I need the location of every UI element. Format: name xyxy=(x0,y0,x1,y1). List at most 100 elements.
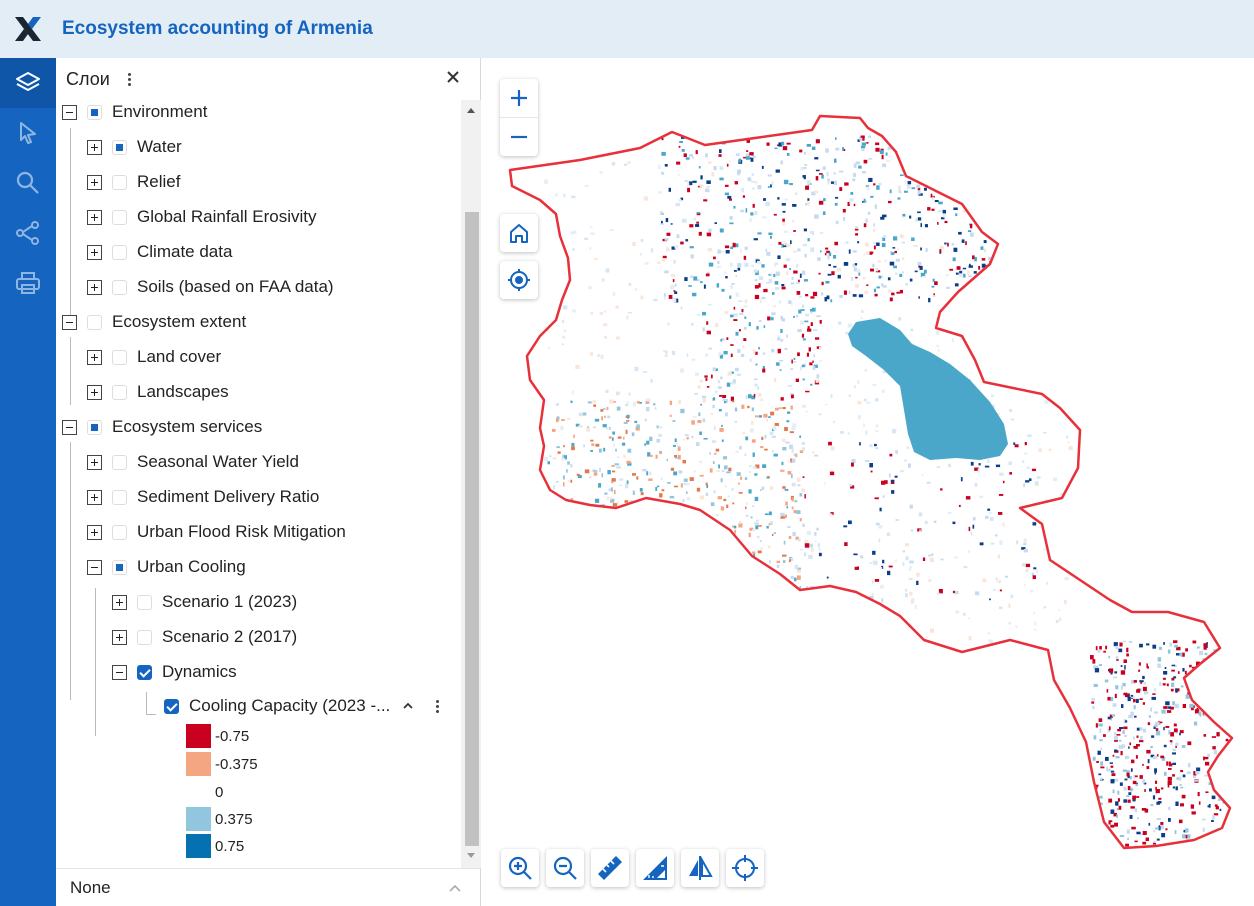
crosshair-button[interactable] xyxy=(726,849,764,887)
lake-sevan xyxy=(848,318,1008,460)
expand-icon[interactable] xyxy=(87,209,102,225)
home-button[interactable] xyxy=(500,214,538,252)
layer-checkbox[interactable] xyxy=(164,698,179,714)
layers-button[interactable] xyxy=(0,58,56,108)
search-button[interactable] xyxy=(0,158,56,208)
select-button[interactable] xyxy=(0,108,56,158)
layer-row-ecosystem-extent[interactable]: Ecosystem extent xyxy=(62,307,246,337)
layer-row-urban-flood-risk-mitigation[interactable]: Urban Flood Risk Mitigation xyxy=(87,517,346,547)
layer-row-seasonal-water-yield[interactable]: Seasonal Water Yield xyxy=(87,447,299,477)
measure-distance-button[interactable] xyxy=(591,849,629,887)
cursor-icon xyxy=(20,122,36,144)
scroll-thumb[interactable] xyxy=(465,212,479,846)
layer-checkbox[interactable] xyxy=(112,524,127,540)
scroll-up-icon[interactable] xyxy=(466,106,476,114)
ruler-icon xyxy=(598,856,622,880)
layer-row-dynamics[interactable]: Dynamics xyxy=(112,657,237,687)
print-button[interactable] xyxy=(0,258,56,308)
panel-footer[interactable]: None xyxy=(56,868,480,906)
layer-row-soils-based-on-faa-data[interactable]: Soils (based on FAA data) xyxy=(87,272,334,302)
panel-title: Слои xyxy=(66,68,110,89)
layer-label: Landscapes xyxy=(137,382,229,401)
layer-row-climate-data[interactable]: Climate data xyxy=(87,237,232,267)
layer-label: Relief xyxy=(137,172,181,191)
layer-checkbox[interactable] xyxy=(87,314,102,330)
layer-row-sediment-delivery-ratio[interactable]: Sediment Delivery Ratio xyxy=(87,482,319,512)
swipe-compare-button[interactable] xyxy=(681,849,719,887)
expand-icon[interactable] xyxy=(87,244,102,260)
layer-checkbox[interactable] xyxy=(137,629,152,645)
expand-icon[interactable] xyxy=(87,489,102,505)
layer-checkbox[interactable] xyxy=(137,594,152,610)
layer-checkbox[interactable] xyxy=(112,489,127,505)
minus-icon xyxy=(511,135,527,138)
close-icon[interactable] xyxy=(444,68,462,86)
layer-checkbox[interactable] xyxy=(112,384,127,400)
layer-label: Water xyxy=(137,137,182,156)
scroll-down-icon[interactable] xyxy=(466,852,476,860)
layer-row-scenario-2-2017[interactable]: Scenario 2 (2017) xyxy=(112,622,297,652)
layer-row-urban-cooling[interactable]: Urban Cooling xyxy=(87,552,246,582)
layer-row-land-cover[interactable]: Land cover xyxy=(87,342,221,372)
layer-label: Global Rainfall Erosivity xyxy=(137,207,317,226)
expand-icon[interactable] xyxy=(87,279,102,295)
locate-button[interactable] xyxy=(500,261,538,299)
layer-row-water[interactable]: Water xyxy=(87,132,182,162)
layer-checkbox[interactable] xyxy=(112,209,127,225)
layer-checkbox[interactable] xyxy=(112,279,127,295)
panel-menu-icon[interactable] xyxy=(124,72,136,86)
expand-icon[interactable] xyxy=(112,629,127,645)
layer-row-cooling-capacity[interactable]: Cooling Capacity (2023 -... xyxy=(156,691,440,721)
collapse-icon[interactable] xyxy=(62,314,77,330)
expand-icon[interactable] xyxy=(87,384,102,400)
chevron-up-icon[interactable] xyxy=(402,701,414,711)
layer-row-environment[interactable]: Environment xyxy=(62,100,207,127)
layer-menu-icon[interactable] xyxy=(436,699,440,713)
collapse-icon[interactable] xyxy=(62,419,77,435)
layer-checkbox[interactable] xyxy=(87,104,102,120)
app-title: Ecosystem accounting of Armenia xyxy=(62,18,373,39)
expand-icon[interactable] xyxy=(87,524,102,540)
layer-checkbox[interactable] xyxy=(112,139,127,155)
layer-label: Environment xyxy=(112,102,208,121)
layer-row-global-rainfall-erosivity[interactable]: Global Rainfall Erosivity xyxy=(87,202,317,232)
app-logo-icon[interactable] xyxy=(0,0,56,58)
layer-label: Land cover xyxy=(137,347,222,366)
expand-icon[interactable] xyxy=(112,594,127,610)
collapse-icon[interactable] xyxy=(62,104,77,120)
locate-icon xyxy=(508,269,530,291)
layer-checkbox[interactable] xyxy=(112,174,127,190)
footer-label: None xyxy=(70,877,111,897)
expand-icon[interactable] xyxy=(87,454,102,470)
layer-row-scenario-1-2023[interactable]: Scenario 1 (2023) xyxy=(112,587,297,617)
layer-checkbox[interactable] xyxy=(112,454,127,470)
map-view[interactable] xyxy=(482,58,1254,906)
layer-checkbox[interactable] xyxy=(112,559,127,575)
legend-label: 0.75 xyxy=(215,837,245,855)
layer-checkbox[interactable] xyxy=(137,664,152,680)
share-button[interactable] xyxy=(0,208,56,258)
collapse-icon[interactable] xyxy=(112,664,127,680)
expand-icon[interactable] xyxy=(87,349,102,365)
layer-row-landscapes[interactable]: Landscapes xyxy=(87,377,229,407)
search-icon xyxy=(16,171,39,194)
measure-area-button[interactable] xyxy=(636,849,674,887)
layer-checkbox[interactable] xyxy=(112,244,127,260)
layer-row-ecosystem-services[interactable]: Ecosystem services xyxy=(62,412,262,442)
layer-checkbox[interactable] xyxy=(112,349,127,365)
zoom-out-tool-button[interactable] xyxy=(546,849,584,887)
armenia-map[interactable] xyxy=(482,58,1254,906)
expand-icon[interactable] xyxy=(87,174,102,190)
layer-row-relief[interactable]: Relief xyxy=(87,167,180,197)
legend-swatch xyxy=(186,724,211,748)
zoom-out-button[interactable] xyxy=(500,117,538,155)
left-toolbar xyxy=(0,58,56,906)
zoom-in-button[interactable] xyxy=(500,79,538,117)
collapse-icon[interactable] xyxy=(87,559,102,575)
chevron-up-icon[interactable] xyxy=(448,881,462,895)
layer-checkbox[interactable] xyxy=(87,419,102,435)
zoom-in-tool-button[interactable] xyxy=(501,849,539,887)
app-header: Ecosystem accounting of Armenia xyxy=(0,0,1254,58)
panel-scrollbar[interactable] xyxy=(461,100,481,868)
expand-icon[interactable] xyxy=(87,139,102,155)
